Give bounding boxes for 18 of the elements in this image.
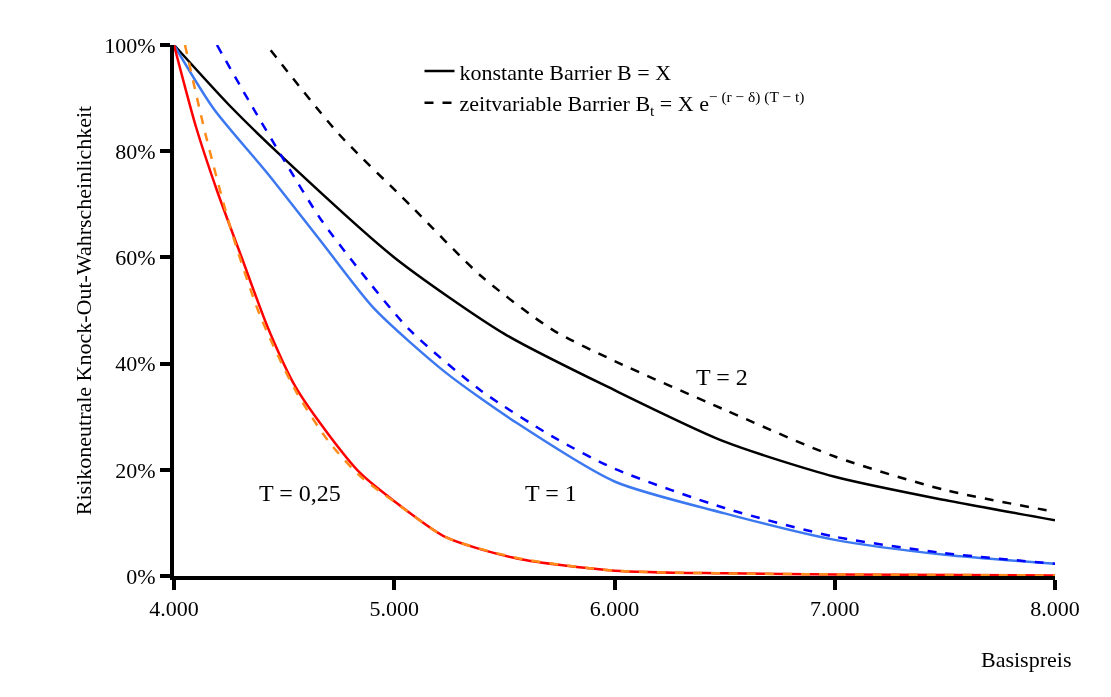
y-tick-label: 80% [115, 138, 156, 164]
y-axis-title: Risikoneutrale Knock-Out-Wahrscheinlichkeit [70, 105, 96, 516]
y-tick-label: 100% [104, 32, 156, 58]
x-tick-label: 5.000 [369, 596, 419, 622]
annotation: T = 0,25 [259, 480, 341, 506]
x-tick-label: 6.000 [589, 596, 640, 622]
x-tick-label: 4.000 [149, 596, 199, 622]
annotation: T = 2 [696, 364, 748, 390]
x-tick-label: 7.000 [810, 596, 860, 622]
x-tick-label: 8.000 [1030, 596, 1080, 622]
x-axis-title: Basispreis [981, 647, 1072, 672]
y-tick-label: 0% [126, 563, 156, 589]
y-tick-label: 40% [115, 351, 156, 377]
y-tick-label: 60% [115, 245, 156, 271]
y-tick-label: 20% [115, 457, 156, 483]
legend-label: zeitvariable Barrier B$_{t}$ = X e$^{− (r − δ) (T − t)}$ [459, 88, 805, 119]
annotation: T = 1 [525, 480, 577, 506]
legend-label: konstante Barrier B = X [459, 59, 672, 85]
